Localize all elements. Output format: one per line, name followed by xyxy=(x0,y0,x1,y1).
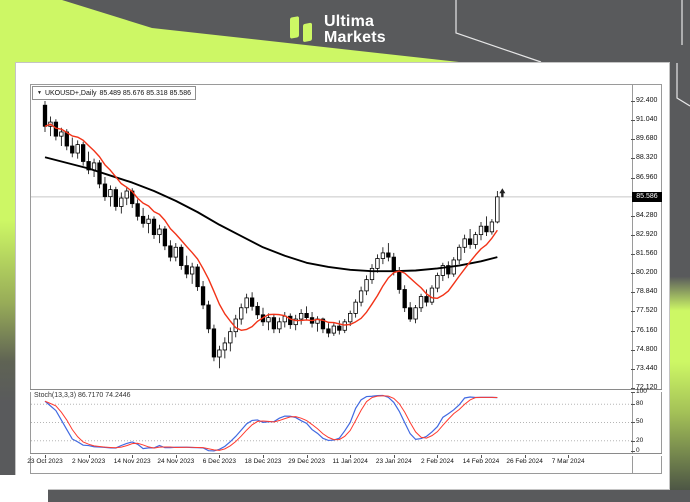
price-tick xyxy=(631,273,635,275)
price-tick-label: 77.520 xyxy=(636,307,658,315)
brand-line1: Ultima xyxy=(324,12,375,30)
chart-symbol-period: UKOUSD+,Daily xyxy=(44,89,97,97)
current-price-badge: 85.586 xyxy=(632,192,662,202)
stoch-tick xyxy=(631,404,635,405)
brand-text: Ultima Markets xyxy=(324,12,386,47)
price-tick-label: 82.920 xyxy=(636,230,658,238)
price-tick-label: 91.040 xyxy=(636,116,658,124)
brand-line2: Markets xyxy=(324,29,386,46)
date-label: 29 Dec 2023 xyxy=(288,458,326,465)
price-tick xyxy=(631,311,635,313)
date-label: 24 Nov 2023 xyxy=(157,458,195,465)
header-banner: Ultima Markets xyxy=(0,0,690,63)
date-label: 11 Jan 2024 xyxy=(332,458,368,465)
stoch-tick xyxy=(631,441,635,442)
price-tick-label: 74.800 xyxy=(636,345,658,353)
ultima-markets-logo: Ultima Markets xyxy=(289,12,386,48)
price-tick xyxy=(631,120,635,122)
bottom-left-notch xyxy=(0,475,48,502)
indicator-time-separator xyxy=(30,453,662,456)
date-tick xyxy=(45,455,46,458)
date-tick xyxy=(350,455,352,458)
price-tick xyxy=(631,101,635,102)
price-tick xyxy=(631,139,635,141)
stoch-tick-label: 20 xyxy=(636,437,644,444)
stoch-tick-label: 0 xyxy=(636,447,640,454)
date-tick xyxy=(132,455,134,458)
price-tick-label: 84.280 xyxy=(636,211,658,219)
price-tick xyxy=(631,387,635,389)
date-label: 18 Dec 2023 xyxy=(244,458,282,465)
date-tick xyxy=(481,455,482,458)
date-tick xyxy=(568,455,570,458)
date-tick xyxy=(263,455,264,458)
stoch-tick-label: 50 xyxy=(636,418,644,425)
date-label: 14 Nov 2023 xyxy=(113,458,151,465)
last-bar-arrow-icon xyxy=(499,188,506,198)
stoch-tick-label: 100 xyxy=(636,388,647,395)
date-tick xyxy=(437,455,439,458)
price-tick xyxy=(631,177,635,179)
main-indicator-separator[interactable] xyxy=(30,389,662,392)
scale-separator-line xyxy=(632,84,633,474)
slow-ma-line xyxy=(44,156,498,273)
date-tick xyxy=(306,455,308,458)
date-label: 6 Dec 2023 xyxy=(202,458,237,465)
date-label: 2 Nov 2023 xyxy=(71,458,106,465)
price-tick xyxy=(631,158,635,160)
candles-layer xyxy=(42,101,500,369)
price-tick xyxy=(631,254,635,256)
stoch-signal-line xyxy=(44,395,498,451)
price-tick-label: 72.120 xyxy=(636,383,658,391)
price-tick-label: 86.960 xyxy=(636,173,658,181)
stoch-tick-label: 80 xyxy=(636,400,644,407)
stoch-tick xyxy=(631,422,635,423)
ultima-markets-logo-icon xyxy=(290,16,312,42)
price-tick-label: 76.160 xyxy=(636,326,658,334)
date-label: 23 Jan 2024 xyxy=(375,458,412,465)
price-tick-label: 88.320 xyxy=(636,154,658,162)
date-label: 23 Oct 2023 xyxy=(27,458,63,465)
price-tick xyxy=(631,292,635,294)
chart-ohlc-values: 85.489 85.676 85.318 85.586 xyxy=(99,89,191,97)
date-tick xyxy=(88,455,90,458)
date-label: 7 Mar 2024 xyxy=(551,458,585,465)
price-tick xyxy=(631,330,635,332)
date-label: 2 Feb 2024 xyxy=(420,458,454,465)
price-tick xyxy=(631,234,635,236)
chart-window[interactable] xyxy=(30,84,662,474)
symbol-dropdown-icon[interactable]: ▼ xyxy=(37,89,42,96)
date-tick xyxy=(219,455,221,458)
stoch-tick xyxy=(631,451,635,452)
price-tick-label: 92.400 xyxy=(636,97,658,104)
stoch-values: 86.7170 74.2446 xyxy=(77,392,131,399)
chart-title-box[interactable]: ▼ UKOUSD+,Daily 85.489 85.676 85.318 85.… xyxy=(32,86,196,100)
price-tick xyxy=(631,215,635,217)
date-tick xyxy=(175,455,177,458)
stoch-label: Stoch(13,3,3) 86.7170 74.2446 xyxy=(34,392,131,399)
date-tick xyxy=(393,455,395,458)
price-tick-label: 78.840 xyxy=(636,288,658,296)
price-chart-canvas[interactable] xyxy=(31,85,632,460)
date-tick xyxy=(524,455,526,458)
price-tick-label: 73.440 xyxy=(636,364,658,372)
fast-ma-line xyxy=(44,123,498,331)
stoch-name: Stoch(13,3,3) xyxy=(34,392,77,399)
left-accent-strip xyxy=(0,63,15,478)
price-tick-label: 80.200 xyxy=(636,269,658,277)
price-tick-label: 81.560 xyxy=(636,250,658,258)
price-tick xyxy=(631,368,635,370)
price-tick xyxy=(631,349,635,351)
date-label: 14 Feb 2024 xyxy=(462,458,500,465)
date-label: 26 Feb 2024 xyxy=(506,458,543,465)
price-tick-label: 89.680 xyxy=(636,135,658,143)
stoch-tick xyxy=(631,392,635,393)
right-accent-strip xyxy=(670,63,690,490)
